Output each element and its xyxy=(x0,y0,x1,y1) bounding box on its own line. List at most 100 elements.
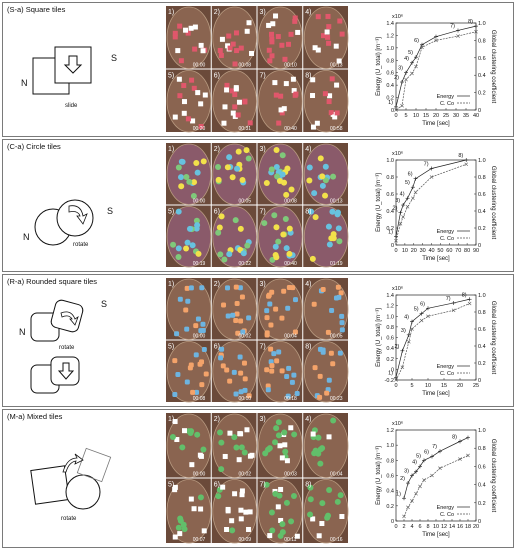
tile xyxy=(220,484,226,490)
dish xyxy=(303,206,349,268)
tile xyxy=(237,285,243,291)
tile xyxy=(317,460,324,467)
series-line xyxy=(395,303,470,381)
marker-cross-b xyxy=(410,499,414,503)
series-point xyxy=(426,306,430,311)
tile xyxy=(194,389,200,395)
rotate-arrow-icon xyxy=(60,311,79,326)
tile xyxy=(195,316,201,322)
marker-cross-b xyxy=(466,453,470,458)
series-line xyxy=(403,437,469,499)
photo-cell: 6) 00:10 xyxy=(211,340,257,403)
dish xyxy=(212,278,257,340)
y-tick-label: 1.2 xyxy=(386,33,394,39)
photo-number: 1) xyxy=(168,416,174,423)
tile xyxy=(326,241,333,248)
tile xyxy=(188,285,194,291)
x-tick-label: 40 xyxy=(473,113,479,119)
x-tick-label: 70 xyxy=(455,248,461,254)
series-point xyxy=(398,221,403,226)
y2-tick-label: 1.0 xyxy=(478,158,486,164)
tile xyxy=(282,448,289,455)
tile xyxy=(232,217,239,224)
x-tick-label: 8 xyxy=(426,524,429,530)
tile xyxy=(339,320,345,326)
y2-tick-label: 0.4 xyxy=(478,73,486,79)
x-tick-label: 35 xyxy=(463,113,469,119)
sketch-label-s: S xyxy=(111,53,117,63)
legend-label: C. Co xyxy=(440,371,454,377)
legend-label: Energy xyxy=(437,229,455,235)
tile xyxy=(191,506,197,512)
panel-title: (M-a) Mixed tiles xyxy=(7,412,63,421)
y-tick-label: 0.8 xyxy=(386,458,394,464)
tile xyxy=(202,92,208,98)
series-point xyxy=(400,80,404,85)
y2-tick-label: 0.2 xyxy=(478,501,486,507)
photo-timestamp: 00:10 xyxy=(284,63,297,69)
tile xyxy=(177,531,183,537)
tile xyxy=(293,297,299,303)
x-tick-label: 0 xyxy=(394,524,397,530)
photo-number: 4) xyxy=(305,146,311,153)
tile xyxy=(181,83,187,89)
tile xyxy=(234,48,240,54)
x-tick-label: 30 xyxy=(420,248,426,254)
tile xyxy=(215,176,222,183)
point-label: 7) xyxy=(432,444,437,450)
photo-cell: 1) 00:00 xyxy=(166,143,212,205)
marker-cross-b xyxy=(429,175,434,179)
tile xyxy=(178,183,185,190)
tile xyxy=(232,104,238,110)
tile xyxy=(291,431,298,438)
tile xyxy=(283,191,290,198)
y-exponent: x10⁶ xyxy=(392,420,403,427)
tile xyxy=(329,76,335,82)
tile xyxy=(269,53,275,59)
y2-tick-label: 0.8 xyxy=(478,38,486,44)
x-tick-label: 60 xyxy=(446,248,452,254)
tile xyxy=(179,444,186,451)
tile xyxy=(234,311,240,317)
tile xyxy=(184,285,190,291)
tile xyxy=(329,308,335,314)
photo-cell: 5) 00:19 xyxy=(166,205,212,268)
tile xyxy=(193,217,200,224)
tile xyxy=(217,251,224,258)
dish xyxy=(212,70,257,133)
marker-cross-b xyxy=(394,378,398,382)
tile xyxy=(279,368,285,374)
tile xyxy=(279,42,285,48)
y2-tick-label: 0.4 xyxy=(478,483,486,489)
tile xyxy=(310,124,316,130)
photo-number: 7) xyxy=(260,209,266,216)
series-point xyxy=(406,505,410,510)
x-tick-label: 5 xyxy=(410,383,413,389)
photo-timestamp: 00:03 xyxy=(284,472,297,478)
tile xyxy=(275,34,281,40)
photo-number: 1) xyxy=(168,146,174,153)
y-tick-label: 0.2 xyxy=(386,504,394,510)
chart-energy-clustering: 0 10 20 30 40 50 60 70 80 9000.20.40.60.81.000.20… xyxy=(376,150,496,262)
arrow-down-icon xyxy=(63,55,83,74)
sketch-label-s: S xyxy=(107,206,113,216)
photo-cell: 8) 00:23 xyxy=(303,340,349,403)
tile xyxy=(177,174,184,181)
photo-timestamp: 00:02 xyxy=(239,334,252,340)
tile xyxy=(240,250,247,257)
tile xyxy=(310,77,316,83)
tile xyxy=(327,93,333,99)
point-label: 6) xyxy=(414,38,419,44)
dish xyxy=(166,278,212,340)
y2-axis-label: Global clustering coefficient xyxy=(490,30,496,104)
tile xyxy=(237,225,244,232)
tile xyxy=(294,533,300,539)
dish xyxy=(212,143,257,205)
point-label: 2) xyxy=(395,344,400,350)
tile xyxy=(270,21,276,27)
tile xyxy=(219,346,225,352)
point-label: 8) xyxy=(458,153,463,159)
tile xyxy=(273,147,280,154)
tile xyxy=(247,509,253,515)
tile xyxy=(241,360,247,366)
